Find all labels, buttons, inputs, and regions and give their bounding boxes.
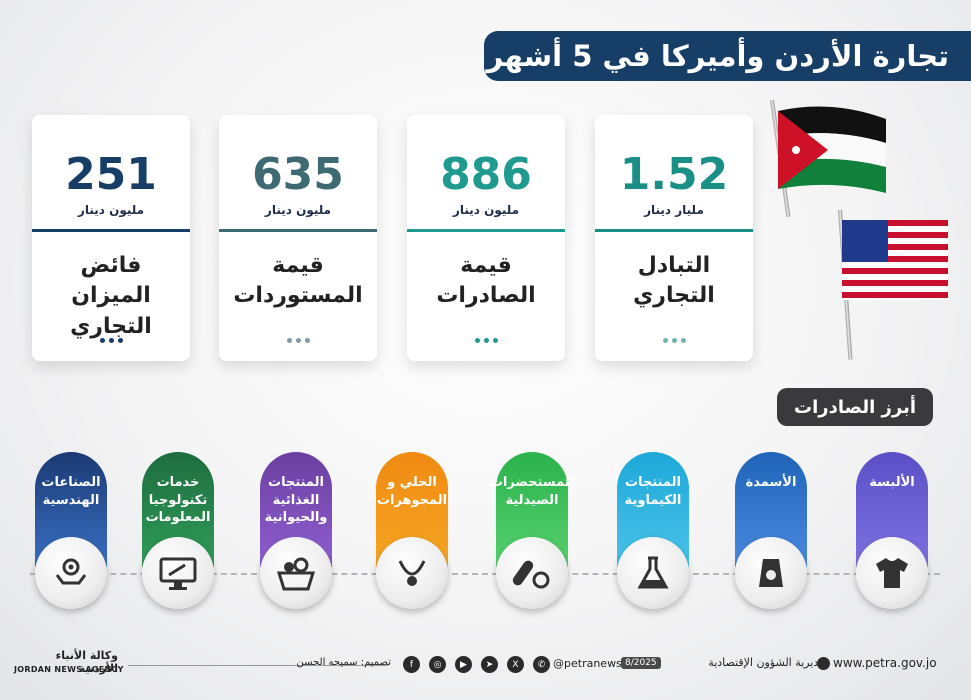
stat-rule bbox=[219, 229, 377, 232]
date-badge: 8/2025 bbox=[621, 657, 661, 669]
stat-rule bbox=[32, 229, 190, 232]
footer: وكالة الأنباء الأردنية JORDAN NEWS AGENC… bbox=[0, 645, 971, 690]
fertilizer-bag-icon bbox=[735, 537, 807, 609]
export-label: الألبسة bbox=[869, 475, 915, 490]
stat-unit: مليون دينار bbox=[77, 203, 145, 217]
pills-icon bbox=[496, 537, 568, 609]
footer-divider bbox=[128, 665, 388, 666]
whatsapp-icon[interactable]: ✆ bbox=[533, 656, 550, 673]
agency-name-en: JORDAN NEWS AGENCY bbox=[14, 665, 124, 674]
dots-decoration bbox=[32, 328, 190, 347]
page-title: تجارة الأردن وأميركا في 5 أشهر bbox=[486, 39, 949, 73]
stat-label: التبادل التجاري bbox=[633, 253, 715, 309]
stat-value: 635 bbox=[252, 149, 344, 200]
export-label: المستحضرات الصيدلية bbox=[489, 475, 575, 508]
dashed-divider bbox=[30, 573, 940, 575]
stat-card-trade-surplus: 251 مليون دينار فائض الميزان التجاري bbox=[32, 115, 190, 361]
exports-heading: أبرز الصادرات bbox=[777, 388, 933, 426]
agency-name-ar: وكالة الأنباء الأردنية bbox=[55, 649, 118, 675]
export-label: الحلي و المجوهرات bbox=[376, 475, 448, 508]
export-label: المنتجات الغذائية والحيوانية bbox=[264, 475, 328, 526]
youtube-icon[interactable]: ▶ bbox=[455, 656, 472, 673]
globe-icon bbox=[817, 657, 830, 670]
design-credit: تصميم: سميحه الحسن bbox=[296, 657, 391, 668]
stat-card-exports: 886 مليون دينار قيمة الصادرات bbox=[407, 115, 565, 361]
tshirt-icon bbox=[856, 537, 928, 609]
flask-icon bbox=[617, 537, 689, 609]
telegram-icon[interactable]: ➤ bbox=[481, 656, 498, 673]
export-label: الصناعات الهندسية bbox=[41, 475, 101, 508]
social-handle[interactable]: @petranews bbox=[553, 657, 622, 670]
stat-card-trade-exchange: 1.52 مليار دينار التبادل التجاري bbox=[595, 115, 753, 361]
stat-label: فائض الميزان التجاري bbox=[70, 253, 152, 339]
instagram-icon[interactable]: ◎ bbox=[429, 656, 446, 673]
stat-rule bbox=[595, 229, 753, 232]
necklace-icon bbox=[376, 537, 448, 609]
dots-decoration bbox=[219, 328, 377, 347]
stat-rule bbox=[407, 229, 565, 232]
title-banner: تجارة الأردن وأميركا في 5 أشهر bbox=[484, 31, 971, 81]
food-basket-icon bbox=[260, 537, 332, 609]
export-label: خدمات تكنولوجيا المعلومات bbox=[145, 475, 211, 526]
stat-unit: مليون دينار bbox=[264, 203, 332, 217]
stat-value: 886 bbox=[440, 149, 532, 200]
facebook-icon[interactable]: f bbox=[403, 656, 420, 673]
x-icon[interactable]: X bbox=[507, 656, 524, 673]
gear-hand-icon bbox=[35, 537, 107, 609]
dots-decoration bbox=[595, 328, 753, 347]
website-link[interactable]: www.petra.gov.jo bbox=[833, 656, 937, 670]
department-name: مديرية الشؤون الإقتصادية bbox=[708, 656, 825, 669]
dots-decoration bbox=[407, 328, 565, 347]
export-label: الأسمدة bbox=[745, 475, 797, 490]
export-label: المنتجات الكيماوية bbox=[624, 475, 682, 508]
stat-unit: مليار دينار bbox=[644, 203, 704, 217]
stat-label: قيمة المستوردات bbox=[233, 253, 363, 309]
usa-flag bbox=[842, 220, 948, 300]
stat-label: قيمة الصادرات bbox=[436, 253, 536, 309]
stat-unit: مليون دينار bbox=[452, 203, 520, 217]
stat-card-imports: 635 مليون دينار قيمة المستوردات bbox=[219, 115, 377, 361]
stat-value: 1.52 bbox=[619, 149, 729, 200]
stat-value: 251 bbox=[65, 149, 157, 200]
jordan-flag bbox=[778, 106, 886, 193]
monitor-tools-icon bbox=[142, 537, 214, 609]
